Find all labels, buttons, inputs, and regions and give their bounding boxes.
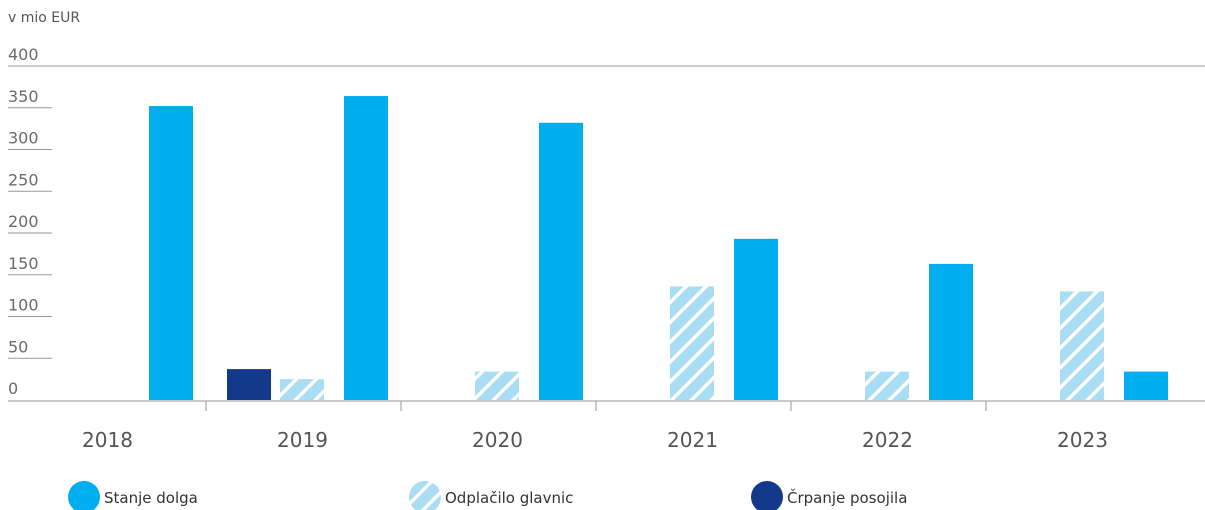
y-tick-label: 250 xyxy=(8,170,39,189)
x-tick-label: 2019 xyxy=(277,428,328,452)
x-tick-label: 2021 xyxy=(667,428,718,452)
bar-stanje-dolga-2023 xyxy=(1124,371,1168,400)
x-tick-label: 2022 xyxy=(862,428,913,452)
bar-stanje-dolga-2020 xyxy=(539,122,583,400)
bar-odpla-ilo-glavnic-2023 xyxy=(1060,291,1104,400)
y-tick-label: 50 xyxy=(8,337,28,356)
bar-stanje-dolga-2019 xyxy=(344,96,388,400)
y-tick-label: 300 xyxy=(8,129,39,148)
y-tick-label: 350 xyxy=(8,87,39,106)
y-tick-label: 400 xyxy=(8,45,39,64)
legend-swatch xyxy=(409,481,441,510)
legend-label: Stanje dolga xyxy=(104,489,198,507)
x-tick-label: 2020 xyxy=(472,428,523,452)
bar-stanje-dolga-2022 xyxy=(929,263,973,400)
y-tick-label: 200 xyxy=(8,212,39,231)
y-tick-label: 0 xyxy=(8,379,18,398)
bar-odpla-ilo-glavnic-2022 xyxy=(865,371,909,400)
legend-swatch xyxy=(68,481,100,510)
y-axis-label: v mio EUR xyxy=(8,10,80,26)
legend-label: Črpanje posojila xyxy=(787,488,907,507)
y-tick-label: 100 xyxy=(8,296,39,315)
bar--rpanje-posojila-2019 xyxy=(227,369,271,400)
x-tick-label: 2023 xyxy=(1057,428,1108,452)
legend-swatch xyxy=(751,481,783,510)
bar-odpla-ilo-glavnic-2021 xyxy=(670,286,714,400)
x-axis-ticks: 2018 2019 2020 2021 2022 2023 xyxy=(82,428,1108,452)
x-tick-label: 2018 xyxy=(82,428,133,452)
legend-label: Odplačilo glavnic xyxy=(445,489,573,507)
bar-odpla-ilo-glavnic-2019 xyxy=(280,379,324,400)
bar-stanje-dolga-2018 xyxy=(149,106,193,400)
y-axis-ticks: 0 50 100 150 200 250 300 350 400 xyxy=(8,45,52,398)
legend: Stanje dolga Odplačilo glavnic Črpanje pos… xyxy=(68,481,907,510)
x-axis-separators xyxy=(205,401,987,411)
y-tick-label: 150 xyxy=(8,254,39,273)
bar-odpla-ilo-glavnic-2020 xyxy=(475,371,519,400)
bars xyxy=(149,96,1168,400)
bar-stanje-dolga-2021 xyxy=(734,238,778,400)
